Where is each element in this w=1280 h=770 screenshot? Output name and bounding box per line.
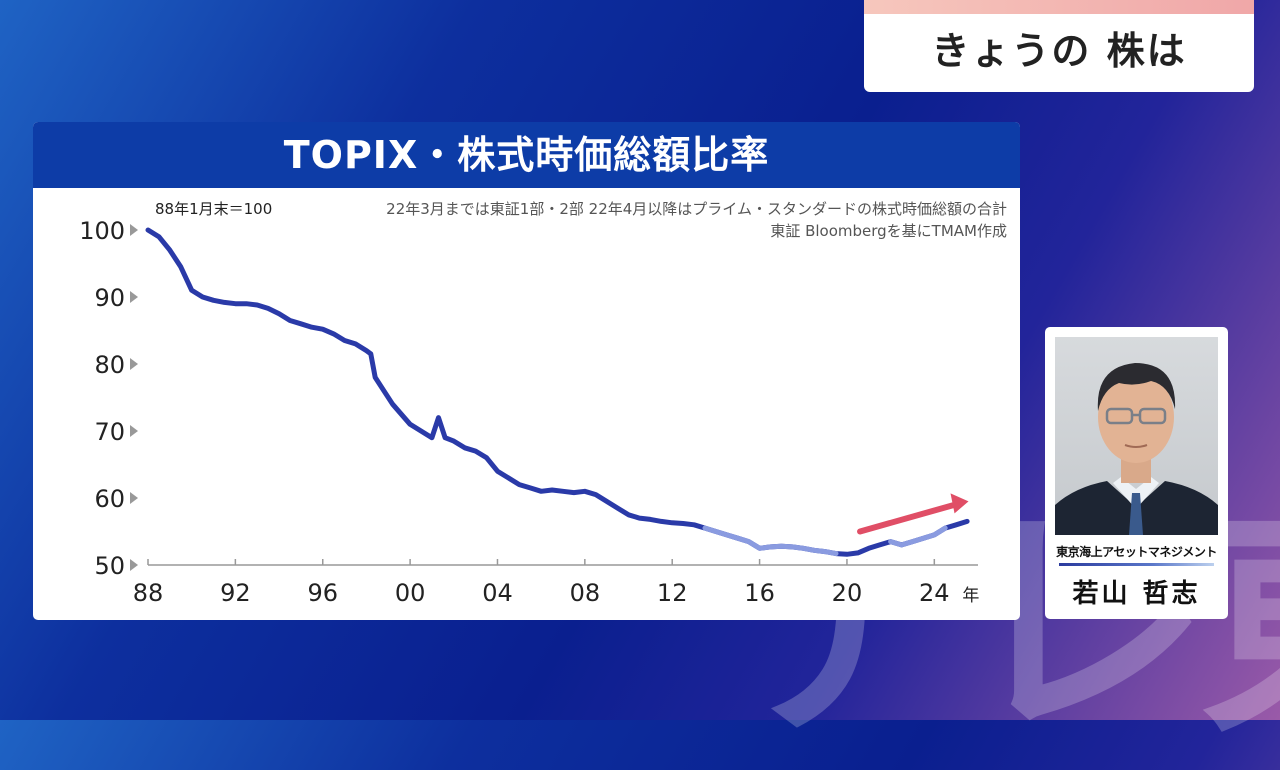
x-tick-label: 12 <box>657 579 688 607</box>
x-tick-label: 96 <box>307 579 338 607</box>
x-tick-label: 88 <box>133 579 164 607</box>
chart-card: TOPIX・株式時価総額比率 88年1月末＝100 22年3月までは東証1部・2… <box>33 122 1020 620</box>
guest-name: 若山 哲志 <box>1072 579 1201 609</box>
topic-title: きょうの 株は <box>931 29 1187 73</box>
y-tick-label: 90 <box>94 284 125 312</box>
y-tick-label: 80 <box>94 351 125 379</box>
guest-photo <box>1055 337 1218 535</box>
topic-accent-bar <box>864 0 1254 14</box>
trend-arrow-head <box>950 493 969 514</box>
x-tick-label: 00 <box>395 579 426 607</box>
portrait-illustration <box>1055 363 1218 535</box>
y-tick-marker <box>130 492 138 504</box>
topic-banner: きょうの 株は <box>864 0 1254 92</box>
y-tick-marker <box>130 291 138 303</box>
y-tick-marker <box>130 425 138 437</box>
chart-title: TOPIX・株式時価総額比率 <box>33 122 1020 188</box>
x-tick-label: 92 <box>220 579 251 607</box>
source-note-line1: 22年3月までは東証1部・2部 22年4月以降はプライム・スタンダードの株式時価… <box>386 200 1007 218</box>
x-tick-label: 16 <box>744 579 775 607</box>
x-tick-label: 04 <box>482 579 513 607</box>
x-tick-label: 20 <box>832 579 863 607</box>
chart-area: 88年1月末＝100 22年3月までは東証1部・2部 22年4月以降はプライム・… <box>33 188 1020 620</box>
guest-company: 東京海上アセットマネジメント <box>1056 545 1217 559</box>
y-tick-label: 60 <box>94 485 125 513</box>
y-tick-marker <box>130 224 138 236</box>
y-tick-label: 50 <box>94 552 125 580</box>
series-line <box>145 227 970 557</box>
x-tick-label: 24 <box>919 579 950 607</box>
y-tick-marker <box>130 559 138 571</box>
company-underline <box>1059 563 1214 566</box>
source-note-line2: 東証 Bloombergを基にTMAM作成 <box>770 222 1007 240</box>
series-highlight-segment <box>702 525 839 557</box>
series-highlight-segment <box>888 525 948 548</box>
y-tick-marker <box>130 358 138 370</box>
guest-card: 東京海上アセットマネジメント 若山 哲志 <box>1045 327 1228 619</box>
trend-arrow <box>857 502 956 535</box>
line-chart: 88年1月末＝100 22年3月までは東証1部・2部 22年4月以降はプライム・… <box>79 200 1007 607</box>
x-tick-label: 08 <box>570 579 601 607</box>
y-tick-label: 70 <box>94 418 125 446</box>
x-unit-label: 年 <box>962 586 979 606</box>
base-note: 88年1月末＝100 <box>155 200 272 218</box>
y-tick-label: 100 <box>79 217 125 245</box>
